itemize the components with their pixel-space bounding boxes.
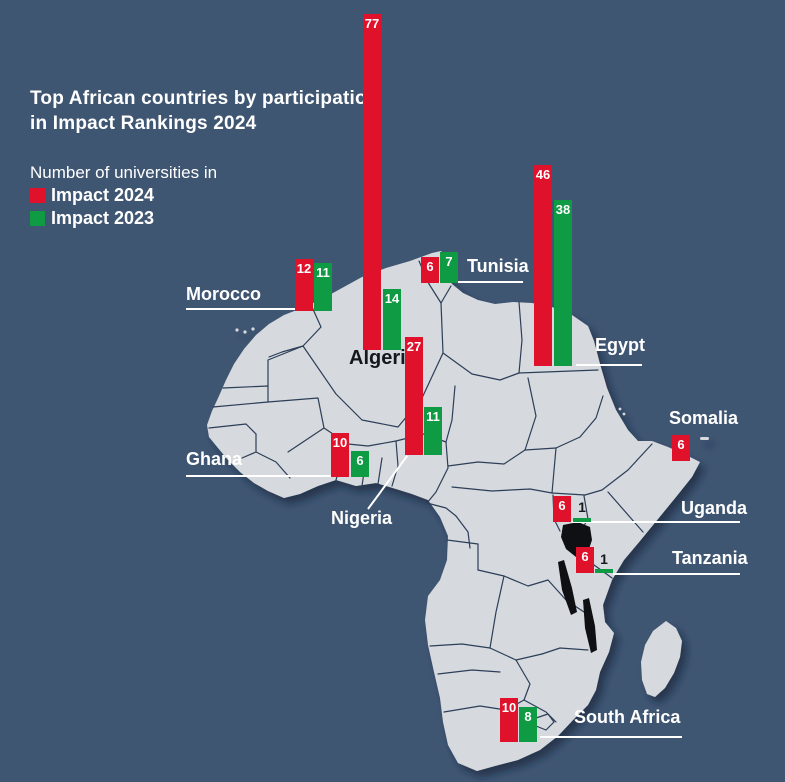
- leader-line-south-africa: [540, 736, 682, 738]
- bar-2023-south-africa: 8: [519, 707, 537, 742]
- bar-2023-tanzania: [595, 569, 613, 573]
- bar-2023-algeria: 14: [383, 289, 401, 350]
- bar-2024-somalia: 6: [672, 435, 690, 461]
- bar-2023-uganda: [573, 518, 591, 522]
- bar-2024-algeria: 77: [363, 14, 381, 350]
- bar-2024-tunisia: 6: [421, 257, 439, 283]
- country-label-tunisia: Tunisia: [467, 256, 529, 276]
- bar-2023-ghana: 6: [351, 451, 369, 477]
- legend-label-2023: Impact 2023: [51, 208, 155, 228]
- leader-line-tunisia: [439, 281, 523, 283]
- africa-landmass: [207, 251, 709, 771]
- lake-tanganyika: [558, 560, 577, 615]
- country-label-tanzania: Tanzania: [672, 548, 748, 568]
- country-label-morocco: Morocco: [186, 284, 262, 304]
- africa-mainland: [207, 251, 700, 771]
- lake-malawi: [583, 598, 597, 653]
- legend-label-2024: Impact 2024: [51, 185, 155, 205]
- bar-2023-morocco: 11: [314, 263, 332, 311]
- canary-island-dot: [260, 331, 264, 335]
- country-label-somalia: Somalia: [669, 408, 739, 428]
- legend-item-2023: Impact 2023: [30, 207, 217, 230]
- country-label-ghana: Ghana: [186, 449, 243, 469]
- socotra-island: [700, 437, 709, 440]
- bar-2024-nigeria: 27: [405, 337, 423, 455]
- leader-line-tanzania: [613, 573, 740, 575]
- country-label-south-africa: South Africa: [574, 707, 681, 727]
- leader-line-ghana: [186, 475, 331, 477]
- bar-2024-south-africa: 10: [500, 698, 518, 742]
- legend: Number of universities in Impact 2024 Im…: [30, 162, 217, 230]
- bar-2024-morocco: 12: [295, 259, 313, 311]
- country-label-nigeria: Nigeria: [331, 508, 393, 528]
- legend-swatch-2023: [30, 211, 45, 226]
- legend-item-2024: Impact 2024: [30, 184, 217, 207]
- chart-title-line2: in Impact Rankings 2024: [30, 113, 257, 134]
- legend-swatch-2024: [30, 188, 45, 203]
- madagascar-island: [641, 621, 682, 697]
- legend-heading: Number of universities in: [30, 163, 218, 182]
- bar-2024-uganda: 6: [553, 496, 571, 522]
- leader-line-morocco: [186, 308, 295, 310]
- canary-island-dot: [235, 328, 239, 332]
- leader-line-uganda: [572, 521, 740, 523]
- bar-2023-egypt: 38: [554, 200, 572, 366]
- bar-2024-tanzania: 6: [576, 547, 594, 573]
- bar-2023-tunisia: 7: [440, 252, 458, 283]
- leader-line-egypt: [576, 364, 642, 366]
- country-label-algeria: Algeria: [349, 347, 417, 369]
- value-label-2023-uganda: 1: [578, 499, 586, 515]
- red-sea-island-dot: [622, 412, 626, 416]
- canary-island-dot: [251, 327, 255, 331]
- bar-2024-egypt: 46: [534, 165, 552, 366]
- value-label-2023-tanzania: 1: [600, 551, 608, 567]
- chart-title: Top African countries by participation i…: [30, 86, 379, 136]
- bar-2024-ghana: 10: [331, 433, 349, 477]
- chart-title-line1: Top African countries by participation: [30, 88, 379, 109]
- country-label-uganda: Uganda: [681, 498, 748, 518]
- red-sea-island-dot: [618, 407, 622, 411]
- country-label-egypt: Egypt: [595, 335, 646, 355]
- canary-island-dot: [243, 330, 247, 334]
- bar-2023-nigeria: 11: [424, 407, 442, 455]
